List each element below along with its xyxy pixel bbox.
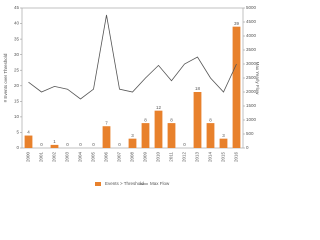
x-tick-label: 2004 bbox=[78, 152, 83, 163]
flow-line bbox=[28, 14, 237, 100]
bar-value-label: 0 bbox=[118, 142, 121, 147]
x-tick-label: 2007 bbox=[117, 152, 122, 163]
y2-tick-label: 2500 bbox=[246, 75, 257, 80]
y-axis-label: # Events over Threshold bbox=[3, 53, 8, 102]
y-tick-label: 20 bbox=[14, 83, 20, 88]
x-tick-label: 2002 bbox=[52, 152, 57, 163]
bar-value-label: 3 bbox=[131, 133, 134, 138]
bar bbox=[102, 126, 111, 148]
bar bbox=[154, 110, 163, 148]
y2-tick-label: 500 bbox=[246, 131, 254, 136]
y-tick-label: 15 bbox=[14, 99, 20, 104]
y2-tick-label: 0 bbox=[246, 145, 249, 150]
bar-value-label: 18 bbox=[195, 86, 201, 91]
bar-value-label: 8 bbox=[170, 117, 173, 122]
y-tick-label: 30 bbox=[14, 52, 20, 57]
bar bbox=[128, 138, 137, 148]
y2-tick-label: 5000 bbox=[246, 5, 257, 10]
bar bbox=[219, 138, 228, 148]
x-tick-label: 2005 bbox=[91, 152, 96, 163]
bar-value-label: 3 bbox=[222, 133, 225, 138]
x-tick-label: 2010 bbox=[156, 152, 161, 163]
y2-tick-label: 2000 bbox=[246, 89, 257, 94]
bar-value-label: 7 bbox=[105, 120, 108, 125]
x-tick-label: 2016 bbox=[234, 152, 239, 163]
bar-value-label: 8 bbox=[144, 117, 147, 122]
x-tick-label: 2011 bbox=[169, 152, 174, 162]
x-tick-label: 2003 bbox=[65, 152, 70, 163]
y-tick-label: 10 bbox=[14, 114, 20, 119]
bar bbox=[141, 123, 150, 148]
bar bbox=[206, 123, 215, 148]
y-tick-label: 45 bbox=[14, 5, 20, 10]
bar bbox=[167, 123, 176, 148]
bar-value-label: 0 bbox=[66, 142, 69, 147]
x-tick-label: 2000 bbox=[26, 152, 31, 163]
x-tick-label: 2015 bbox=[221, 152, 226, 163]
bar bbox=[24, 135, 33, 148]
legend-swatch bbox=[95, 182, 101, 186]
y2-tick-label: 3000 bbox=[246, 61, 257, 66]
bar-value-label: 0 bbox=[79, 142, 82, 147]
y2-axis-label: Max Yearly Flow bbox=[255, 62, 260, 96]
chart: # Events over Threshold Max Yearly Flow … bbox=[3, 5, 260, 186]
x-tick-label: 2014 bbox=[208, 152, 213, 163]
y-tick-label: 35 bbox=[14, 36, 20, 41]
bar bbox=[232, 26, 241, 149]
y2-tick-label: 4000 bbox=[246, 33, 257, 38]
y-tick-label: 0 bbox=[16, 145, 19, 150]
x-tick-label: 2013 bbox=[195, 152, 200, 163]
y2-tick-label: 3500 bbox=[246, 47, 257, 52]
x-tick-label: 2008 bbox=[130, 152, 135, 163]
legend-label: Events > Threshold bbox=[105, 181, 144, 186]
y2-tick-label: 4500 bbox=[246, 19, 257, 24]
x-tick-label: 2012 bbox=[182, 152, 187, 163]
y2-tick-label: 1500 bbox=[246, 103, 257, 108]
x-tick-label: 2009 bbox=[143, 152, 148, 163]
x-tick-label: 2001 bbox=[39, 152, 44, 163]
y-tick-label: 40 bbox=[14, 21, 20, 26]
bar-value-label: 1 bbox=[53, 139, 56, 144]
bar-value-label: 8 bbox=[209, 117, 212, 122]
y2-tick-label: 1000 bbox=[246, 117, 257, 122]
x-tick-label: 2006 bbox=[104, 152, 109, 163]
bar-value-label: 4 bbox=[27, 130, 30, 135]
bar-value-label: 0 bbox=[40, 142, 43, 147]
bar-value-label: 39 bbox=[234, 21, 240, 26]
bar-value-label: 12 bbox=[156, 105, 162, 110]
y-tick-label: 25 bbox=[14, 67, 20, 72]
bar-value-label: 0 bbox=[183, 142, 186, 147]
y-tick-label: 5 bbox=[16, 130, 19, 135]
legend-label: Max Flow bbox=[150, 181, 170, 186]
bar bbox=[50, 144, 59, 148]
bar-value-label: 0 bbox=[92, 142, 95, 147]
bar bbox=[193, 92, 202, 148]
